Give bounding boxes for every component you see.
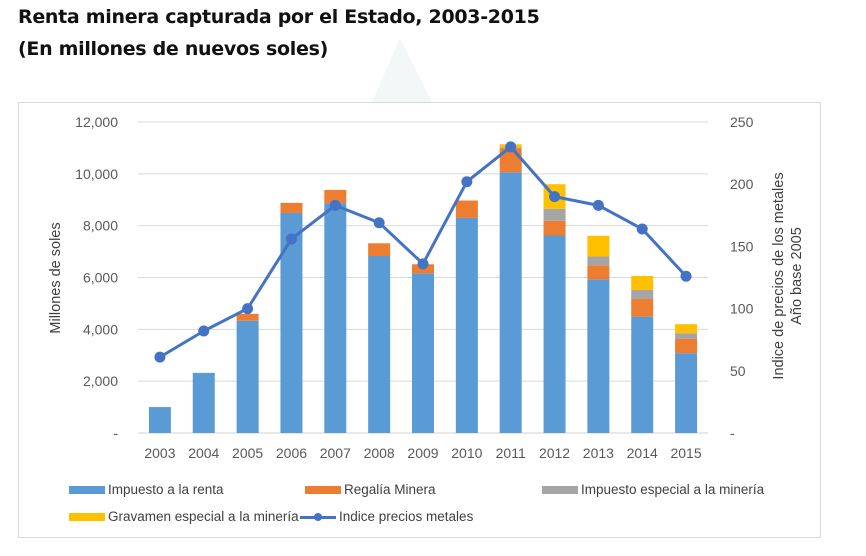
- x-tick-label: 2006: [276, 445, 307, 461]
- legend-swatch: [69, 485, 105, 494]
- bar-impuesto-especial: [543, 208, 566, 221]
- y2-tick-label: 150: [730, 238, 754, 254]
- bar-gravamen-especial: [631, 275, 654, 290]
- x-tick-label: 2005: [232, 445, 263, 461]
- bar-impuesto-renta: [148, 407, 171, 433]
- bar-impuesto-renta: [543, 235, 566, 433]
- x-tick-label: 2008: [364, 445, 395, 461]
- chart-frame: [18, 102, 821, 538]
- indice-point: [636, 223, 648, 235]
- indice-point: [680, 270, 692, 282]
- bar-regalia-minera: [631, 299, 654, 317]
- bar-impuesto-renta: [280, 212, 303, 433]
- bar-impuesto-renta: [368, 255, 391, 433]
- legend-swatch: [69, 512, 105, 521]
- legend-item-indice: Indice precios metales: [300, 509, 473, 524]
- x-tick-label: 2012: [539, 445, 570, 461]
- bar-regalia-minera: [280, 202, 303, 213]
- y-tick-label: 4,000: [83, 321, 118, 337]
- y-tick-label: 8,000: [83, 218, 118, 234]
- y-tick-label: 12,000: [75, 114, 118, 130]
- indice-point: [242, 303, 254, 315]
- indice-point: [549, 191, 561, 203]
- x-tick-label: 2015: [670, 445, 701, 461]
- bar-impuesto-renta: [236, 320, 259, 433]
- x-tick-label: 2004: [188, 445, 219, 461]
- bar-gravamen-especial: [675, 324, 698, 334]
- indice-point: [329, 199, 341, 211]
- y-tick-label: 6,000: [83, 270, 118, 286]
- indice-point: [461, 176, 473, 188]
- bar-impuesto-renta: [675, 353, 698, 433]
- y2-axis-title-line2: Año base 2005: [789, 227, 805, 325]
- x-tick-label: 2010: [451, 445, 482, 461]
- indice-point: [505, 141, 517, 153]
- x-tick-label: 2014: [627, 445, 658, 461]
- indice-point: [285, 233, 297, 245]
- bar-regalia-minera: [368, 243, 391, 256]
- legend-label: Regalía Minera: [344, 482, 436, 497]
- indice-point: [373, 217, 385, 229]
- chart-subtitle: (En millones de nuevos soles): [18, 38, 328, 60]
- chart-title: Renta minera capturada por el Estado, 20…: [18, 6, 540, 28]
- bar-impuesto-especial: [675, 333, 698, 339]
- bar-impuesto-renta: [499, 172, 522, 434]
- legend-label: Impuesto especial a la minería: [581, 482, 765, 497]
- legend-item-impuesto-especial: Impuesto especial a la minería: [542, 482, 764, 497]
- bar-regalia-minera: [587, 265, 610, 280]
- x-tick-label: 2007: [320, 445, 351, 461]
- bar-regalia-minera: [455, 200, 478, 218]
- legend-swatch: [542, 485, 578, 494]
- y-tick-label: 2,000: [83, 373, 118, 389]
- y-tick-label: 10,000: [75, 166, 118, 182]
- y2-axis-title-line1: Indice de precios de los metales: [771, 172, 787, 379]
- x-tick-label: 2011: [496, 445, 526, 461]
- y-axis-title: Millones de soles: [48, 222, 64, 333]
- legend-line-marker-icon: [300, 512, 336, 522]
- bar-regalia-minera: [236, 313, 259, 321]
- x-tick-label: 2013: [583, 445, 614, 461]
- bar-impuesto-renta: [192, 372, 215, 433]
- y2-tick-label: 200: [730, 176, 754, 192]
- bar-regalia-minera: [675, 338, 698, 354]
- bar-impuesto-renta: [455, 217, 478, 433]
- bar-gravamen-especial: [587, 235, 610, 257]
- y-tick-label: -: [113, 425, 118, 441]
- y2-tick-label: 100: [730, 301, 754, 317]
- legend-item-gravamen: Gravamen especial a la minería: [69, 509, 299, 524]
- indice-point: [198, 325, 210, 337]
- legend-swatch: [305, 485, 341, 494]
- legend-item-impuesto-renta: Impuesto a la renta: [69, 482, 224, 497]
- bar-impuesto-especial: [587, 256, 610, 266]
- indice-point: [417, 258, 429, 270]
- bar-impuesto-renta: [412, 273, 434, 433]
- y2-tick-label: 50: [730, 363, 746, 379]
- bar-impuesto-renta: [587, 279, 610, 433]
- y2-tick-label: 250: [730, 114, 754, 130]
- y2-tick-label: -: [730, 425, 735, 441]
- bar-impuesto-renta: [631, 316, 654, 433]
- bar-regalia-minera: [543, 220, 566, 236]
- bar-impuesto-renta: [324, 203, 347, 433]
- bar-impuesto-especial: [631, 289, 654, 300]
- x-tick-label: 2003: [144, 445, 175, 461]
- bar-regalia-minera: [324, 189, 347, 204]
- legend-label: Indice precios metales: [339, 509, 474, 524]
- legend-label: Gravamen especial a la minería: [108, 509, 299, 524]
- legend-label: Impuesto a la renta: [108, 482, 224, 497]
- indice-point: [154, 351, 166, 363]
- indice-point: [592, 199, 604, 211]
- x-tick-label: 2009: [407, 445, 438, 461]
- legend-item-regalia: Regalía Minera: [305, 482, 436, 497]
